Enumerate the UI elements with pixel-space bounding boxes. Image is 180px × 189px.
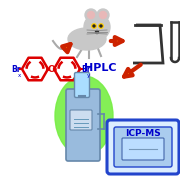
Text: Br: Br bbox=[12, 64, 21, 74]
Circle shape bbox=[99, 24, 103, 28]
FancyBboxPatch shape bbox=[107, 120, 179, 174]
Circle shape bbox=[87, 12, 95, 19]
Circle shape bbox=[92, 24, 96, 28]
FancyBboxPatch shape bbox=[75, 73, 89, 98]
FancyBboxPatch shape bbox=[70, 110, 92, 130]
Circle shape bbox=[100, 25, 102, 27]
Ellipse shape bbox=[55, 76, 113, 156]
Text: O: O bbox=[47, 64, 55, 74]
FancyBboxPatch shape bbox=[122, 138, 164, 160]
Text: Br: Br bbox=[81, 64, 91, 74]
Ellipse shape bbox=[68, 28, 106, 50]
Circle shape bbox=[93, 25, 95, 27]
Text: y: y bbox=[87, 73, 90, 78]
Circle shape bbox=[96, 30, 98, 33]
Text: x: x bbox=[18, 73, 21, 78]
Circle shape bbox=[97, 9, 109, 21]
Circle shape bbox=[100, 12, 107, 19]
Text: HPLC: HPLC bbox=[84, 63, 116, 73]
FancyBboxPatch shape bbox=[66, 89, 100, 161]
Circle shape bbox=[84, 14, 110, 40]
Text: ICP-MS: ICP-MS bbox=[125, 129, 161, 138]
FancyBboxPatch shape bbox=[114, 127, 172, 167]
Circle shape bbox=[85, 9, 97, 21]
